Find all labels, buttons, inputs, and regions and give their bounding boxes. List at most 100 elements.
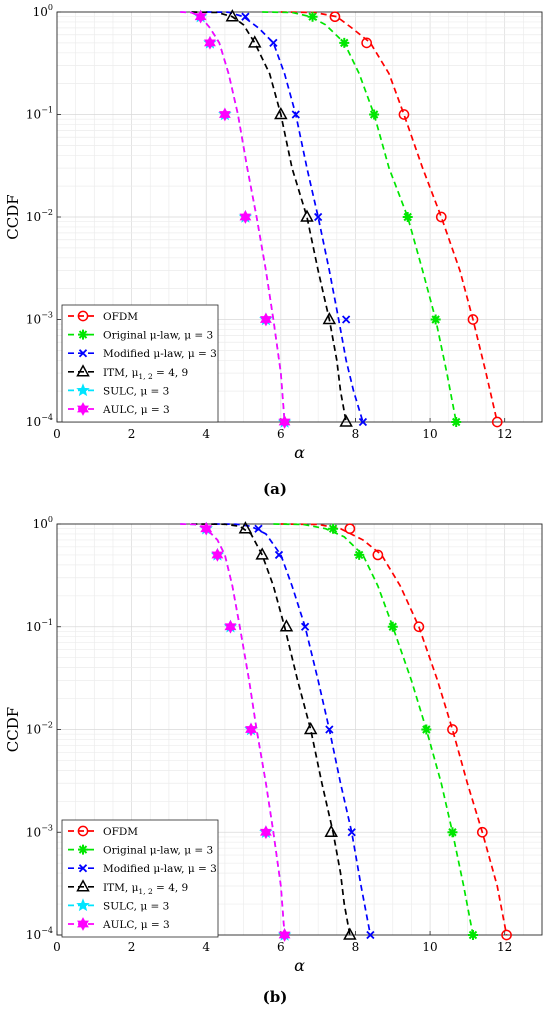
series-3: [191, 9, 353, 427]
grid: [57, 524, 542, 935]
legend-label: Original μ-law, μ = 3: [103, 330, 213, 342]
y-tick-label: 10−4: [26, 413, 53, 429]
series-1: [273, 523, 478, 940]
y-tick-base: 10: [26, 928, 41, 942]
y-tick-exponent: 0: [48, 3, 53, 12]
legend-box: [61, 819, 219, 938]
legend-marker: [77, 917, 89, 931]
y-tick-label: 10−2: [26, 208, 53, 224]
series-marker: [307, 11, 318, 22]
series-1: [262, 11, 462, 427]
legend-label: AULC, μ = 3: [102, 404, 170, 416]
y-tick-base: 10: [33, 517, 48, 531]
y-tick-exponent: −2: [41, 208, 53, 217]
series-marker: [322, 311, 337, 325]
series-marker: [211, 548, 224, 562]
series-line: [280, 11, 499, 423]
series-5: [180, 9, 291, 429]
caption-a: (a): [0, 480, 550, 498]
series-marker: [303, 721, 318, 735]
series-marker: [467, 314, 479, 325]
legend-item: OFDM: [68, 825, 138, 838]
series-marker: [225, 9, 240, 22]
legend-label: Modified μ-law, μ = 3: [103, 348, 217, 360]
series-marker: [341, 315, 351, 324]
y-tick-label: 10−3: [26, 823, 53, 839]
series-marker: [325, 725, 334, 734]
series-marker: [398, 109, 410, 120]
series-marker: [430, 314, 441, 325]
series-2: [213, 523, 375, 940]
series-marker: [402, 212, 413, 222]
x-tick-label: 6: [277, 940, 285, 954]
series-marker: [347, 828, 356, 837]
legend-marker: [77, 825, 89, 837]
legend-item: Original μ-law, μ = 3: [68, 845, 213, 857]
caption-b: (b): [0, 988, 550, 1006]
legend-label-subscript: 1, 2: [138, 372, 153, 381]
legend-marker: [76, 364, 90, 377]
legend-label: ITM, μ1, 2 = 4, 9: [103, 882, 188, 896]
x-tick-label: 6: [277, 427, 285, 441]
series-marker: [369, 109, 380, 120]
legend-label: OFDM: [103, 311, 138, 323]
series-marker: [467, 930, 478, 940]
legend-label: Original μ-law, μ = 3: [103, 845, 213, 857]
x-tick-label: 2: [128, 940, 136, 954]
chart-b: 0 2 4 6 8 10 1210010−110−210−310−4αCCDFOFDMOri…: [4, 515, 543, 975]
series-marker: [435, 211, 447, 223]
series-marker: [447, 827, 458, 838]
series-marker: [314, 212, 323, 222]
series-marker: [200, 521, 213, 536]
series-marker: [339, 414, 353, 427]
series-marker: [247, 35, 262, 48]
y-tick-base: 10: [26, 313, 41, 327]
y-tick-exponent: −1: [41, 106, 53, 115]
legend-label-part: = 4, 9: [153, 882, 189, 894]
legend-label: SULC, μ = 3: [103, 900, 169, 912]
chart-panel-a: 0 2 4 6 8 10 12 100 10−1 10−2 10−3 10−4 α CCDF OFDM Ori…: [0, 0, 550, 470]
x-tick-label: 8: [352, 427, 360, 441]
y-tick-exponent: −4: [41, 926, 53, 935]
legend-label-part: ITM, μ: [103, 367, 139, 379]
x-axis-label: α: [294, 956, 305, 975]
series-marker: [491, 416, 503, 428]
series-marker: [366, 930, 375, 940]
legend-label-part: ITM, μ: [103, 882, 139, 894]
y-tick-base: 10: [26, 210, 41, 224]
y-tick-base: 10: [26, 108, 41, 122]
legend-marker: [76, 898, 90, 912]
series-marker: [254, 524, 263, 533]
series-marker: [278, 928, 291, 942]
y-tick-base: 10: [26, 825, 41, 839]
series-marker: [274, 550, 284, 560]
legend-marker: [77, 310, 89, 322]
y-axis-label: CCDF: [4, 194, 22, 239]
legend-item: AULC, μ = 3: [68, 402, 170, 416]
y-tick-exponent: −3: [41, 311, 53, 320]
legend-item: SULC, μ = 3: [68, 383, 169, 397]
y-tick-label: 10−1: [26, 618, 53, 634]
series-marker: [344, 523, 356, 535]
series-marker: [241, 12, 250, 21]
y-tick-label: 100: [33, 3, 53, 19]
y-tick-label: 10−3: [26, 311, 53, 327]
x-tick-label: 10: [422, 940, 437, 954]
series-marker: [358, 417, 368, 427]
legend-label: AULC, μ = 3: [102, 919, 170, 931]
caption-a-label: (a): [263, 480, 287, 498]
x-tick-label: 4: [202, 940, 210, 954]
series-marker: [300, 209, 314, 222]
legend-item: Original μ-law, μ = 3: [68, 329, 213, 342]
y-tick-base: 10: [33, 5, 48, 19]
series-marker: [300, 622, 310, 631]
y-tick-base: 10: [26, 415, 41, 429]
series-marker: [218, 107, 231, 122]
series-marker: [413, 621, 425, 633]
legend-item: ITM, μ1, 2 = 4, 9: [68, 364, 188, 381]
series-marker: [476, 826, 488, 838]
series-marker: [255, 547, 269, 560]
series-marker: [451, 417, 462, 427]
y-tick-label: 10−2: [26, 721, 53, 737]
x-tick-label: 8: [352, 940, 360, 954]
